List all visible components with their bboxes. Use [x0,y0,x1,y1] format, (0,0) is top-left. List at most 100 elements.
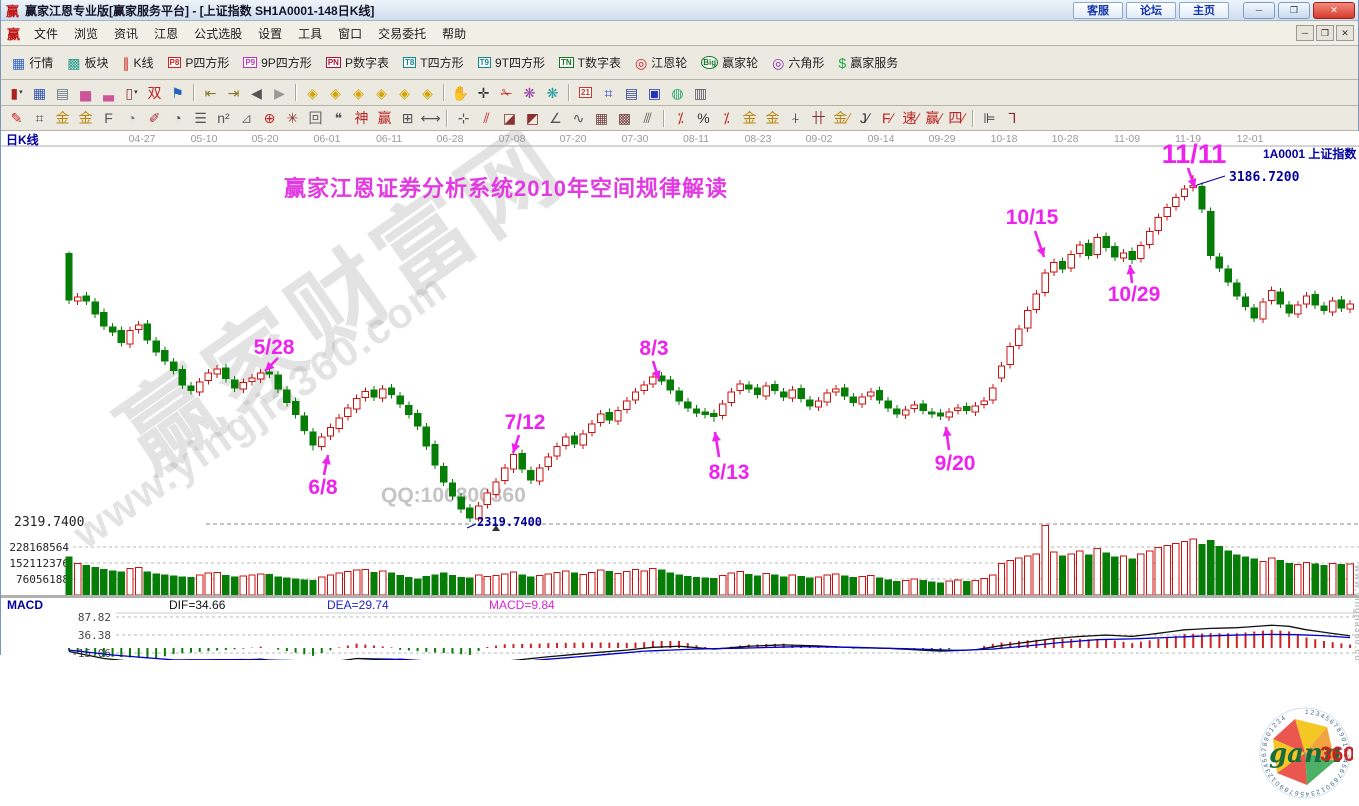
sectors-button[interactable]: ▩板块 [60,51,115,75]
percent-line2-icon[interactable]: ⁒ [715,109,738,128]
gann-compass-icon[interactable]: ⊕ [258,109,281,128]
menu-item-1[interactable]: 文件 [26,23,66,44]
service-button[interactable]: 客服 [1073,2,1123,19]
analysis-flag-icon[interactable]: ⚑ [166,83,189,102]
gann-wheel-button[interactable]: ◎江恩轮 [628,51,694,75]
shell-icon[interactable]: ◪ [498,109,521,128]
candle-measure-icon[interactable]: ⍭ [784,109,807,128]
spiral-icon[interactable]: ◔ [120,109,143,128]
menu-item-8[interactable]: 窗口 [330,23,370,44]
grid-fan-icon[interactable]: ▦ [590,109,613,128]
j-angle-icon[interactable]: J∕ [853,109,876,128]
save-icon[interactable]: ▣ [643,83,666,102]
gold-angle-icon[interactable]: 金∕ [830,109,853,128]
flower-teal-icon[interactable]: ❋ [541,83,564,102]
kline-chart-button[interactable]: ∥K线 [116,51,161,75]
flower-purple-icon[interactable]: ❋ [518,83,541,102]
measure7-icon[interactable]: ⅂ [1001,109,1024,128]
compare-icon[interactable]: 双 [143,83,166,102]
gold-line2-icon[interactable]: 金 [761,109,784,128]
percent-icon[interactable]: % [692,109,715,128]
gann-web-icon[interactable]: ✳ [281,109,304,128]
forum-button[interactable]: 论坛 [1126,2,1176,19]
cross-cycle-icon[interactable]: ⊹ [452,109,475,128]
diamond-left-icon[interactable]: ◈ [301,83,324,102]
winner-service-button[interactable]: $赢家服务 [831,51,905,75]
square-number-icon[interactable]: n² [212,109,235,128]
home-button[interactable]: 主页 [1179,2,1229,19]
hexagon-button[interactable]: ◎六角形 [765,51,831,75]
speed-line-icon[interactable]: 速∕ [899,109,922,128]
mdi-restore-button[interactable]: ❐ [1316,25,1334,41]
pen-tool-icon[interactable]: ✎ [5,109,28,128]
stat-bars2-icon[interactable]: ▃ [97,83,120,102]
last-page-icon[interactable]: ⇥ [222,83,245,102]
memo-icon[interactable]: ▤ [620,83,643,102]
menu-item-2[interactable]: 浏览 [66,23,106,44]
ruler-grid-icon[interactable]: ⊞ [396,109,419,128]
save-web-icon[interactable]: ◍ [666,83,689,102]
fib-f-icon[interactable]: F [97,109,120,128]
diamond-up-icon[interactable]: ◈ [393,83,416,102]
crosshair-icon[interactable]: ✛ [472,83,495,102]
quote-card-icon[interactable]: ▤ [51,83,74,102]
f-angle-icon[interactable]: F∕ [876,109,899,128]
cut-tool-icon[interactable]: ✁ [495,83,518,102]
menu-item-7[interactable]: 工具 [290,23,330,44]
print-icon[interactable]: ▥ [689,83,712,102]
diamond-center-icon[interactable]: ◈ [370,83,393,102]
wave-tool-icon[interactable]: ∿ [567,109,590,128]
prev-page-icon[interactable]: ◀ [245,83,268,102]
levels-icon[interactable]: ⊫ [978,109,1001,128]
chart-svg[interactable]: 赢家财富网www.yingjia360.comwww.yingjia360.co… [1,131,1359,660]
close-button[interactable]: ✕ [1313,2,1355,19]
ying-angle-icon[interactable]: 赢∕ [922,109,945,128]
diamond-right-icon[interactable]: ◈ [324,83,347,102]
four-angle-icon[interactable]: 四∕ [945,109,968,128]
square-spiral-icon[interactable]: 回 [304,109,327,128]
diamond-expand-icon[interactable]: ◈ [347,83,370,102]
stat-bars-icon[interactable]: ▅ [74,83,97,102]
angle-tool-icon[interactable]: ⊿ [235,109,258,128]
restore-button[interactable]: ❐ [1278,2,1310,19]
menu-item-6[interactable]: 设置 [250,23,290,44]
menu-item-10[interactable]: 帮助 [434,23,474,44]
mdi-minimize-button[interactable]: ─ [1296,25,1314,41]
width-measure-icon[interactable]: ⟷ [419,109,442,128]
kline-style-dropdown[interactable]: ▮▾ [5,83,28,102]
next-page-icon[interactable]: ▶ [268,83,291,102]
gold-line-icon[interactable]: 金 [738,109,761,128]
calculator-icon[interactable]: ⌗ [597,83,620,102]
menu-item-3[interactable]: 资讯 [106,23,146,44]
hand-tool-icon[interactable]: ✋ [449,83,472,102]
menu-item-9[interactable]: 交易委托 [370,23,434,44]
slash-lines-icon[interactable]: ⫻ [636,109,659,128]
percent-line-icon[interactable]: ⁒ [669,109,692,128]
pen2-tool-icon[interactable]: ✐ [143,109,166,128]
grid-fan2-icon[interactable]: ▩ [613,109,636,128]
price-grid-icon[interactable]: 卄 [807,109,830,128]
first-page-icon[interactable]: ⇤ [199,83,222,102]
indicator-window-icon[interactable]: ▦ [28,83,51,102]
shen-tool-icon[interactable]: 神 [350,109,373,128]
quote-mark-icon[interactable]: ❝ [327,109,350,128]
ying-tool-icon[interactable]: 赢 [373,109,396,128]
titlebar[interactable]: 赢 赢家江恩专业版[赢家服务平台] - [上证指数 SH1A0001-148日K… [1,0,1358,21]
quotes-button[interactable]: ▦行情 [5,51,60,75]
hline-tool-icon[interactable]: ☰ [189,109,212,128]
diamond-updown-icon[interactable]: ◈ [416,83,439,102]
minimize-button[interactable]: ─ [1243,2,1275,19]
menu-item-4[interactable]: 江恩 [146,23,186,44]
candle-type-dropdown[interactable]: ▯▾ [120,83,143,102]
gold-square2-icon[interactable]: 金 [74,109,97,128]
menu-item-5[interactable]: 公式选股 [186,23,250,44]
angle-line-icon[interactable]: ∠ [544,109,567,128]
mdi-close-button[interactable]: ✕ [1336,25,1354,41]
